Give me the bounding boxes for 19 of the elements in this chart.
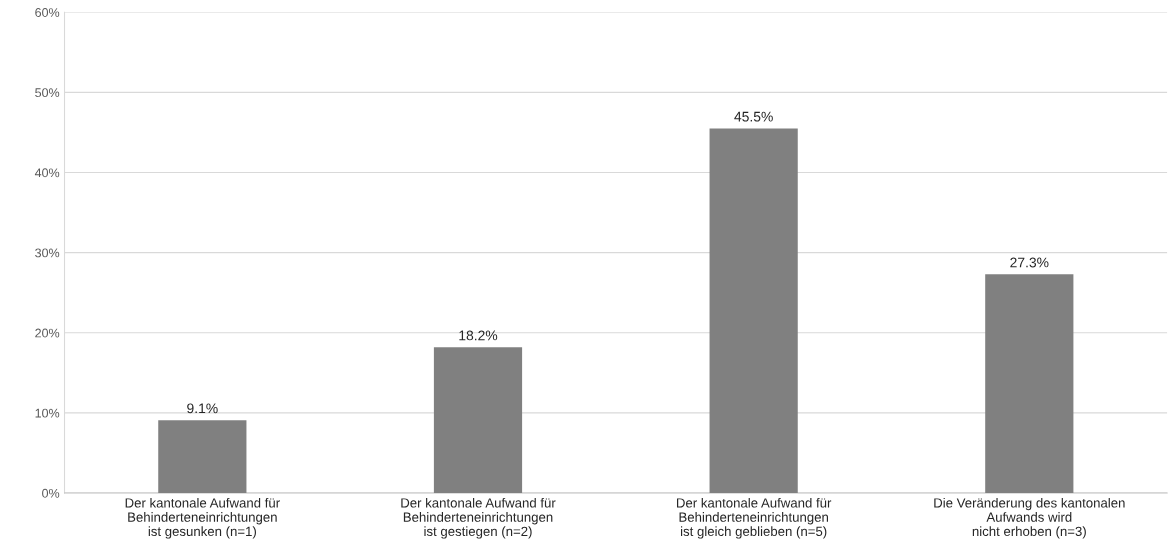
y-tick-label: 60%	[35, 8, 60, 17]
x-tick-label: Die Veränderung des kantonalen Aufwands wird nicht erhoben (n=3)	[934, 497, 1125, 539]
y-tick-label: 40%	[34, 168, 60, 178]
y-tick-label: 30%	[35, 248, 60, 258]
data-label: 9.1%	[187, 403, 218, 414]
x-tick-label: Der kantonale Aufwand für Behinderteneinrichtungen ist gesunken (n=1)	[125, 497, 280, 539]
y-tick-label: 0%	[42, 488, 60, 498]
bar	[158, 420, 247, 494]
y-tick-label: 10%	[35, 408, 60, 418]
bar	[985, 274, 1074, 494]
x-tick-label: Der kantonale Aufwand für Behinderteneinrichtungen ist gleich geblieben (n=5)	[676, 497, 832, 539]
y-tick-label: 20%	[35, 328, 60, 338]
x-tick-label: Der kantonale Aufwand für Behinderteneinrichtungen ist gestiegen (n=2)	[401, 497, 556, 539]
data-label: 18.2%	[459, 330, 498, 341]
data-label: 27.3%	[1010, 257, 1049, 268]
bar	[433, 347, 523, 494]
data-label: 45.5%	[734, 111, 773, 122]
y-tick-label: 50%	[35, 88, 60, 98]
bar	[709, 128, 798, 494]
